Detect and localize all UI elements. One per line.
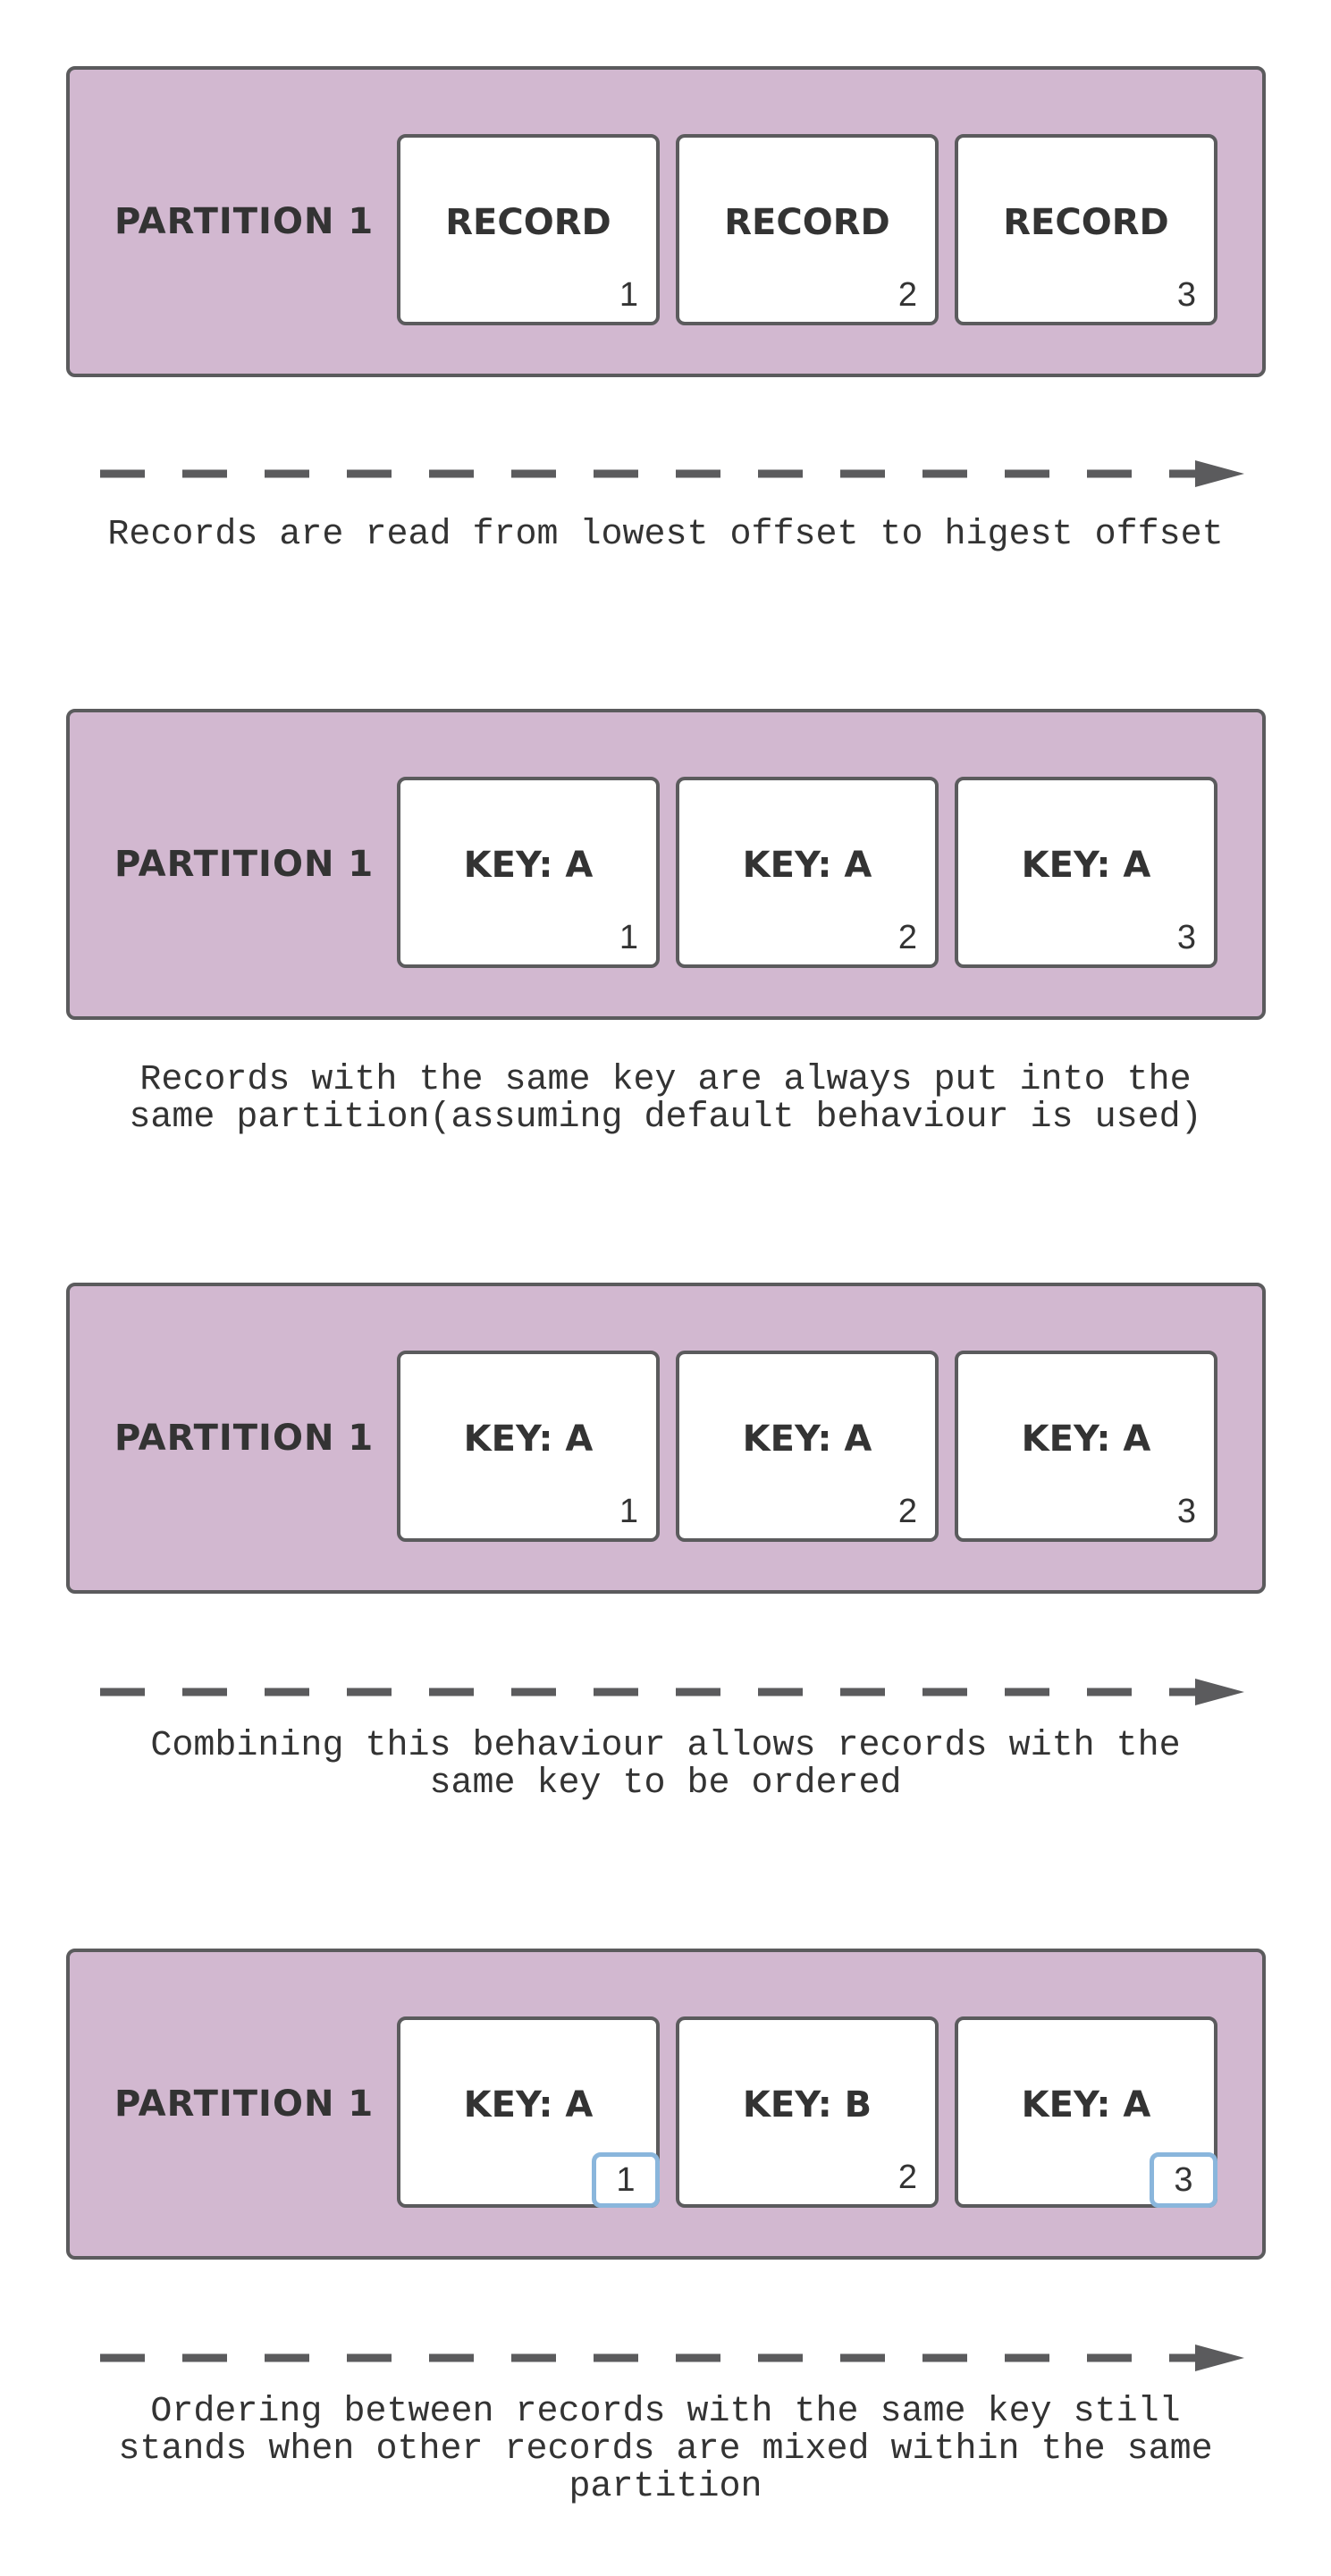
record-label: KEY: A	[400, 2084, 656, 2126]
record-box: KEY: A 3	[955, 777, 1217, 968]
record-box: KEY: A 3	[955, 2016, 1217, 2208]
record-label: RECORD	[679, 202, 935, 243]
caption-line: Combining this behaviour allows records …	[54, 1728, 1277, 1765]
partition-label: PARTITION 1	[114, 1952, 383, 2256]
record-offset: 1	[619, 919, 638, 957]
read-direction-arrow	[100, 456, 1244, 492]
read-direction-arrow	[100, 1674, 1244, 1710]
record-box: RECORD 2	[676, 134, 939, 325]
caption: Ordering between records with the same k…	[54, 2394, 1277, 2506]
record-box: KEY: B 2	[676, 2016, 939, 2208]
record-box: RECORD 3	[955, 134, 1217, 325]
record-label: KEY: A	[958, 845, 1214, 886]
caption-line: same partition(assuming default behaviou…	[54, 1099, 1277, 1137]
record-label: RECORD	[958, 202, 1214, 243]
record-offset: 1	[619, 1493, 638, 1531]
record-box: KEY: A 1	[397, 1351, 660, 1542]
record-offset-highlighted: 1	[592, 2152, 660, 2208]
caption-line: stands when other records are mixed with…	[54, 2431, 1277, 2469]
record-box: KEY: A 2	[676, 777, 939, 968]
record-box: KEY: A 2	[676, 1351, 939, 1542]
caption: Combining this behaviour allows records …	[54, 1728, 1277, 1803]
record-offset: 2	[898, 276, 917, 315]
record-offset-highlighted: 3	[1150, 2152, 1217, 2208]
record-box: KEY: A 3	[955, 1351, 1217, 1542]
record-label: KEY: A	[679, 1418, 935, 1460]
record-box: KEY: A 1	[397, 2016, 660, 2208]
record-label: KEY: A	[958, 2084, 1214, 2126]
partition-label: PARTITION 1	[114, 712, 383, 1016]
record-label: KEY: A	[958, 1418, 1214, 1460]
partition-label: PARTITION 1	[114, 1286, 383, 1590]
record-label: KEY: A	[400, 1418, 656, 1460]
record-label: RECORD	[400, 202, 656, 243]
read-direction-arrow	[100, 2340, 1244, 2376]
record-offset: 3	[1177, 1493, 1196, 1531]
partition-label: PARTITION 1	[114, 70, 383, 374]
record-box: RECORD 1	[397, 134, 660, 325]
caption-line: partition	[54, 2469, 1277, 2506]
record-offset: 1	[619, 276, 638, 315]
caption-line: Ordering between records with the same k…	[54, 2394, 1277, 2431]
record-label: KEY: A	[400, 845, 656, 886]
record-offset: 2	[898, 2159, 917, 2197]
caption-line: same key to be ordered	[54, 1765, 1277, 1803]
record-offset: 2	[898, 1493, 917, 1531]
record-box: KEY: A 1	[397, 777, 660, 968]
caption: Records are read from lowest offset to h…	[54, 517, 1277, 554]
partition-panel: PARTITION 1 KEY: A 1 KEY: A 2 KEY: A 3	[66, 709, 1266, 1020]
record-offset: 3	[1177, 276, 1196, 315]
record-offset: 3	[1177, 919, 1196, 957]
partition-panel: PARTITION 1 KEY: A 1 KEY: A 2 KEY: A 3	[66, 1283, 1266, 1594]
partition-panel: PARTITION 1 KEY: A 1 KEY: B 2 KEY: A 3	[66, 1949, 1266, 2260]
record-offset: 2	[898, 919, 917, 957]
caption-line: Records with the same key are always put…	[54, 1062, 1277, 1099]
record-label: KEY: B	[679, 2084, 935, 2126]
partition-panel: PARTITION 1 RECORD 1 RECORD 2 RECORD 3	[66, 66, 1266, 377]
record-label: KEY: A	[679, 845, 935, 886]
caption-line: Records are read from lowest offset to h…	[54, 517, 1277, 554]
caption: Records with the same key are always put…	[54, 1062, 1277, 1137]
